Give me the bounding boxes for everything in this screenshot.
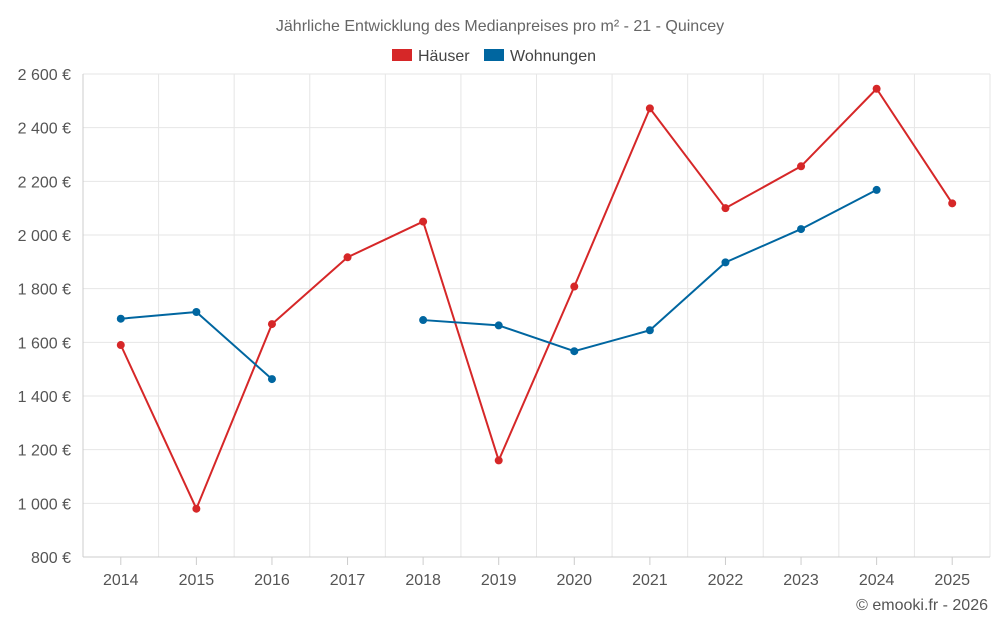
data-point[interactable] [116,314,125,323]
data-point[interactable] [797,225,806,234]
y-tick-label: 2 600 € [18,67,71,84]
data-point[interactable] [192,504,201,513]
y-tick-label: 1 600 € [18,335,71,352]
data-point[interactable] [948,199,957,208]
y-tick-label: 2 400 € [18,121,71,138]
series-line [119,87,954,510]
x-tick-label: 2022 [708,572,744,589]
data-point[interactable] [645,326,654,335]
legend-item[interactable]: Häuser [392,48,470,65]
data-point[interactable] [419,217,428,226]
x-tick-label: 2017 [330,572,366,589]
series-group [116,84,957,513]
data-point[interactable] [494,456,503,465]
chart-title: Jährliche Entwicklung des Medianpreises … [276,18,724,35]
x-tick-label: 2018 [405,572,441,589]
data-point[interactable] [721,204,730,213]
legend-label: Wohnungen [510,48,596,65]
y-tick-label: 1 400 € [18,389,71,406]
data-point[interactable] [267,375,276,384]
data-point[interactable] [721,258,730,267]
legend-swatch [392,49,412,61]
y-axis: 800 € 1 000 € 1 200 € 1 400 € 1 600 € 1 800 €… [18,67,84,567]
data-point[interactable] [872,84,881,93]
grid [82,73,991,558]
data-point[interactable] [192,308,201,317]
series-wohnungen [116,185,881,384]
legend: Häuser Wohnungen [392,48,596,65]
x-tick-label: 2015 [179,572,215,589]
legend-item[interactable]: Wohnungen [484,48,596,65]
y-tick-label: 1 000 € [18,496,71,513]
x-tick-label: 2019 [481,572,517,589]
x-tick-label: 2021 [632,572,668,589]
data-point[interactable] [267,320,276,329]
legend-label: Häuser [418,48,470,65]
data-point[interactable] [570,347,579,356]
data-point[interactable] [116,341,125,350]
data-point[interactable] [645,104,654,113]
data-point[interactable] [797,162,806,171]
y-tick-label: 800 € [31,550,71,567]
data-point[interactable] [494,321,503,330]
y-tick-label: 2 200 € [18,174,71,191]
y-tick-label: 1 200 € [18,443,71,460]
series-line [120,311,273,380]
x-tick-label: 2020 [556,572,592,589]
y-tick-label: 2 000 € [18,228,71,245]
x-tick-label: 2016 [254,572,290,589]
x-tick-label: 2023 [783,572,819,589]
y-tick-label: 1 800 € [18,282,71,299]
series-haeuser [116,84,957,513]
x-tick-label: 2014 [103,572,139,589]
x-axis: 2014 2015 2016 2017 2018 2019 2020 2021 2022 2023… [83,556,990,589]
x-tick-label: 2024 [859,572,895,589]
x-tick-label: 2025 [934,572,970,589]
credit-text: © emooki.fr - 2026 [856,597,988,614]
data-point[interactable] [570,282,579,291]
legend-swatch [484,49,504,61]
data-point[interactable] [872,185,881,194]
data-point[interactable] [419,316,428,325]
data-point[interactable] [343,253,352,262]
